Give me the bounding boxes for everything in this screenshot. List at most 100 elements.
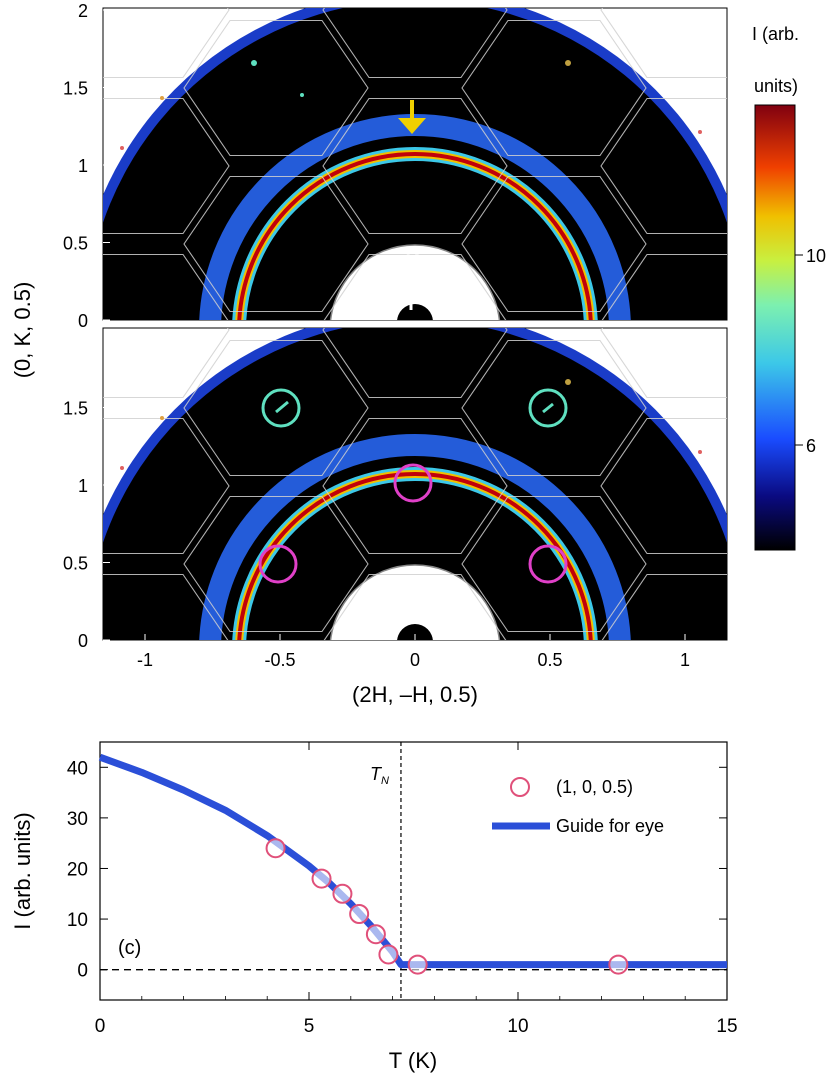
map-a-y-tick-label: 1.5 [63, 79, 88, 99]
magenta-circle-top [393, 463, 433, 503]
panel-a: K H (a) 40 K [102, 7, 728, 321]
data-point [407, 954, 428, 975]
x-tick-label: 10 [507, 1016, 528, 1037]
panel-c-y-axis-label: I (arb. units) [10, 812, 35, 929]
hex-cell [103, 97, 230, 235]
map-a-y-tick-label: 0 [78, 311, 88, 331]
map-b-y-tick-label: 0.5 [63, 554, 88, 574]
cyan-circle-left [261, 388, 301, 428]
hex-cell [103, 417, 230, 555]
y-tick-label: 30 [67, 809, 88, 830]
hex-cell [183, 339, 369, 477]
hex-cell [183, 19, 369, 157]
data-point [608, 954, 629, 975]
panel-a-beamstop [397, 304, 433, 320]
colorbar-label-line2: units) [754, 76, 798, 96]
hex-cell [322, 8, 508, 79]
map-b-y-tick-label: 1.5 [63, 399, 88, 419]
hex-cell [323, 573, 507, 640]
panel-a-spot [160, 96, 164, 100]
colorbar-label-line1: I (arb. [752, 24, 799, 44]
colorbar: I (arb. units) 10 6 [752, 24, 826, 551]
map-a-y-tick-label: 1 [78, 156, 88, 176]
hex-cell [184, 0, 368, 8]
magenta-circle-right [528, 544, 568, 584]
panel-b-center-outline [329, 564, 501, 640]
panel-a-center-outline [329, 244, 501, 320]
panel-a-spot [251, 60, 257, 66]
hex-cell [322, 97, 508, 235]
map-y-axis-label: (0, K, 0.5) [10, 282, 35, 379]
panel-b: (b) 0.3 K [0, 0, 830, 641]
map-axes: 0 0.5 1 1.5 2 0 0.5 1 1.5 -1 -0.5 0 0.5 1 [63, 1, 690, 670]
hex-cell [183, 175, 369, 313]
hex-cell [0, 0, 90, 8]
map-x-tick-label: 0 [410, 650, 420, 670]
hex-cell [183, 495, 369, 633]
panel-b-hex-grid [0, 0, 830, 640]
hex-cell [740, 0, 830, 8]
panel-b-ring-halo [199, 434, 631, 640]
panel-b-peak [275, 400, 289, 414]
panel-b-spot [565, 379, 571, 385]
hex-cell [103, 328, 230, 399]
hex-cell [322, 417, 508, 555]
colorbar-tick-10: 10 [806, 246, 826, 266]
panel-a-spot [565, 60, 571, 66]
map-x-tick-label: -1 [137, 650, 153, 670]
hex-cell [462, 0, 646, 8]
panel-a-spot [698, 130, 702, 134]
hex-cell [103, 253, 229, 320]
panel-b-peak [542, 402, 554, 414]
panel-b-temperature: 0.3 K [678, 345, 718, 364]
data-point [378, 944, 399, 965]
data-point [365, 924, 386, 945]
panel-c-label: (c) [118, 937, 141, 959]
data-point [265, 838, 286, 859]
panel-a-h-arrow [431, 289, 464, 314]
y-tick-label: 40 [67, 758, 88, 779]
map-x-tick-label: -0.5 [264, 650, 295, 670]
hex-cell [461, 339, 647, 477]
colorbar-tick-6: 6 [806, 436, 816, 456]
legend-label-guide: Guide for eye [556, 816, 664, 836]
legend-marker-data [510, 777, 530, 797]
panel-b-spot [120, 466, 124, 470]
hex-cell [461, 495, 647, 633]
hex-cell [600, 417, 727, 555]
hex-cell [461, 175, 647, 313]
map-a-y-tick-label: 0.5 [63, 234, 88, 254]
panel-a-yellow-arrow [398, 100, 426, 134]
y-tick-label: 10 [67, 910, 88, 931]
h-arrow-label: H [460, 276, 475, 297]
hex-cell [600, 8, 727, 79]
panel-b-beamstop [397, 624, 433, 640]
tn-label: TN [370, 764, 389, 787]
y-tick-label: 20 [67, 859, 88, 880]
hex-cell [322, 328, 508, 399]
hex-cell [600, 97, 727, 235]
map-b-y-tick-label: 1 [78, 476, 88, 496]
panel-a-ring-core [237, 152, 593, 320]
legend: (1, 0, 0.5) Guide for eye [492, 777, 664, 836]
data-point [349, 904, 370, 924]
panel-b-label: (b) [123, 351, 147, 373]
panel-b-spot [160, 416, 164, 420]
y-tick-label: 0 [77, 961, 88, 982]
hex-cell [323, 253, 507, 320]
colorbar-gradient [754, 104, 796, 551]
map-x-axis-label: (2H, –H, 0.5) [352, 682, 478, 707]
panel-b-ring-core [237, 472, 593, 640]
x-tick-label: 15 [716, 1016, 737, 1037]
panel-b-spot [698, 450, 702, 454]
cyan-circle-right [528, 388, 568, 428]
map-b-y-tick-label: 0 [78, 631, 88, 651]
map-a-y-tick-label: 2 [78, 1, 88, 21]
panel-a-label: (a) [123, 31, 147, 53]
panel-a-hex-grid [103, 8, 727, 320]
magenta-circle-left [258, 544, 298, 584]
data-point [332, 883, 353, 904]
panel-a-spot [120, 146, 124, 150]
hex-cell [103, 573, 229, 640]
